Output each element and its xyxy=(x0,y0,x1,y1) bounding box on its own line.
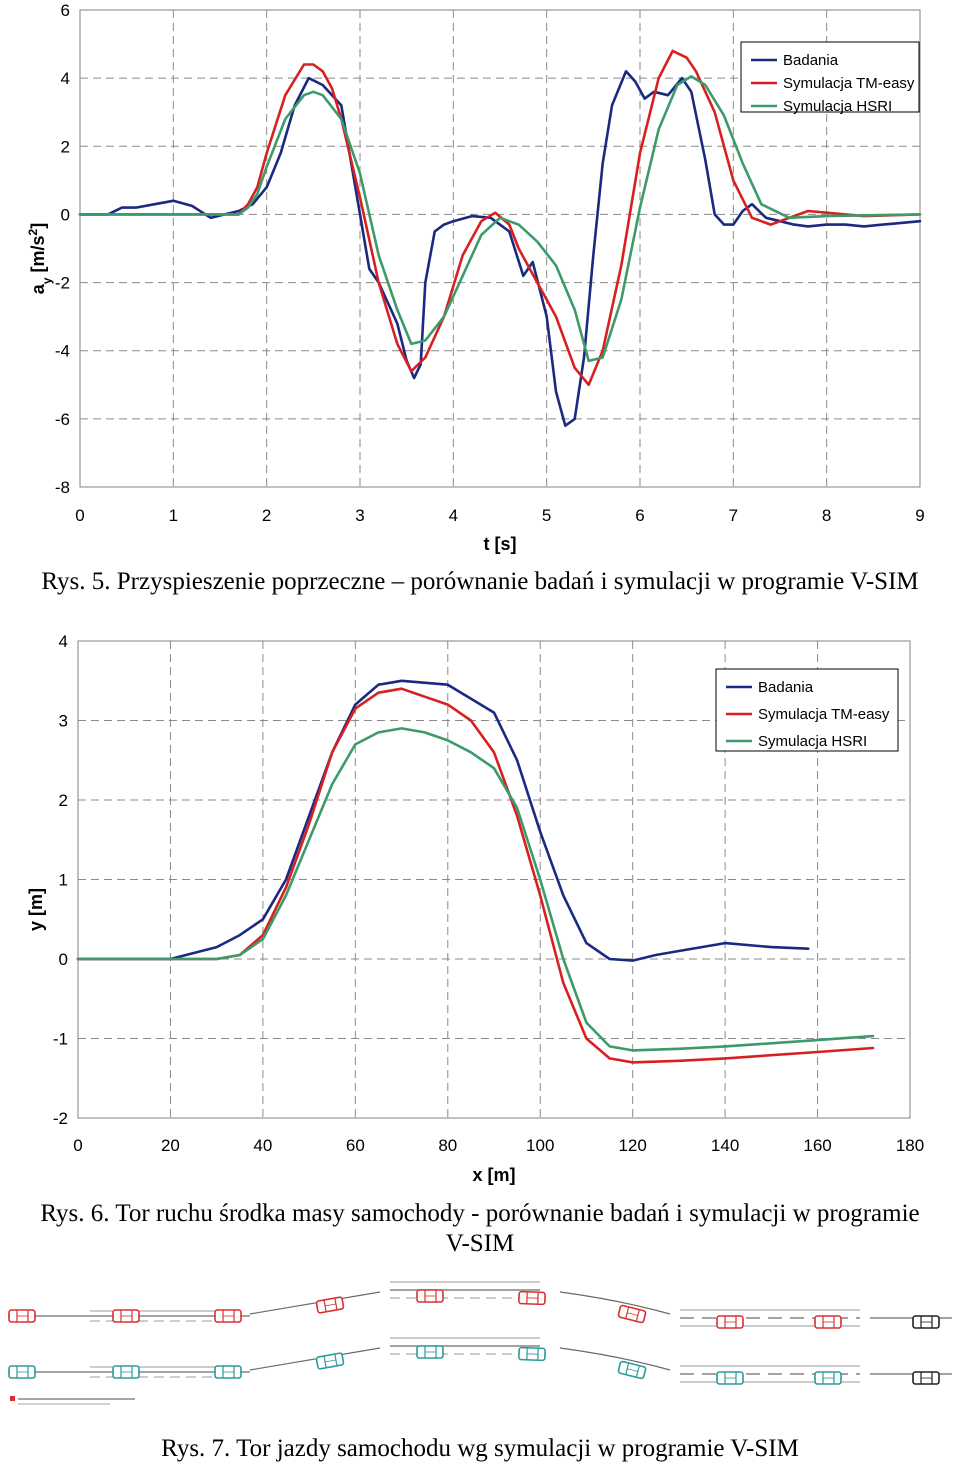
car-icon xyxy=(315,1296,345,1314)
car-window xyxy=(323,1299,327,1312)
x-axis-label: x [m] xyxy=(472,1165,515,1185)
car-icon xyxy=(716,1371,744,1385)
car-icon xyxy=(617,1304,647,1324)
x-tick-label: 120 xyxy=(618,1136,646,1155)
legend-box xyxy=(740,41,920,113)
y-tick-label: 0 xyxy=(59,950,68,969)
car-icon xyxy=(214,1309,242,1323)
car-icon xyxy=(617,1360,647,1380)
legend-label: Badania xyxy=(758,679,814,696)
car-window xyxy=(625,1362,630,1375)
acceleration-chart: 0 1 2 3 4 5 6 7 8 9 6 4 2 0 -2 -4 -6 -8 Badania Symulacja T… xyxy=(26,1,925,554)
x-tick-label: 0 xyxy=(75,506,84,525)
figure-6-caption-line1: Rys. 6. Tor ruchu środka masy samochody … xyxy=(40,1200,920,1227)
car-icon xyxy=(112,1365,140,1379)
x-tick-label: 4 xyxy=(449,506,458,525)
figure-6-caption-line2: V-SIM xyxy=(445,1230,515,1257)
y-tick-label: 0 xyxy=(61,205,70,224)
x-tick-label: 40 xyxy=(253,1136,272,1155)
y-tick-label: -6 xyxy=(55,410,70,429)
series-line xyxy=(76,679,810,962)
car-icon xyxy=(518,1346,546,1362)
y-tick-label: 2 xyxy=(61,137,70,156)
car-icon xyxy=(416,1289,444,1303)
y-tick-label: -8 xyxy=(55,478,70,497)
legend-label: Symulacja HSRI xyxy=(758,733,867,750)
car-window xyxy=(625,1306,630,1319)
car-icon xyxy=(716,1315,744,1329)
lane-curve xyxy=(249,1291,381,1315)
y-tick-label: -2 xyxy=(53,1109,68,1128)
car-window xyxy=(635,1309,640,1322)
y-tick-label: 2 xyxy=(59,791,68,810)
x-tick-label: 5 xyxy=(542,506,551,525)
y-tick-label: 4 xyxy=(61,69,70,88)
series-line xyxy=(76,687,875,1064)
x-tick-label: 60 xyxy=(346,1136,365,1155)
vehicle-path-illustration xyxy=(8,1281,952,1405)
car-window xyxy=(323,1355,327,1368)
y-tick-label: 1 xyxy=(59,871,68,890)
y-tick-label: 6 xyxy=(61,1,70,20)
car-icon xyxy=(518,1290,546,1306)
x-tick-label: 9 xyxy=(915,506,924,525)
x-tick-label: 3 xyxy=(355,506,364,525)
car-window xyxy=(635,1365,640,1378)
x-tick-label: 1 xyxy=(169,506,178,525)
x-tick-label: 20 xyxy=(161,1136,180,1155)
trajectory-chart: 0 20 40 60 80 100 120 140 160 180 4 3 2 1 0 -1 -2 Badania… xyxy=(26,632,924,1185)
car-window xyxy=(627,1368,638,1372)
lane-markings xyxy=(8,1281,952,1327)
car-icon xyxy=(814,1315,842,1329)
figure-5-caption: Rys. 5. Przyspieszenie poprzeczne – poró… xyxy=(41,568,919,595)
x-tick-label: 8 xyxy=(822,506,831,525)
x-tick-label: 7 xyxy=(729,506,738,525)
lane-markings xyxy=(8,1337,952,1383)
x-tick-label: 100 xyxy=(526,1136,554,1155)
car-icon xyxy=(214,1365,242,1379)
car-icon xyxy=(8,1365,36,1379)
car-icon xyxy=(416,1345,444,1359)
series-line xyxy=(76,727,875,1052)
legend-label: Symulacja TM-easy xyxy=(758,706,890,723)
x-tick-label: 180 xyxy=(896,1136,924,1155)
series-line xyxy=(78,75,922,363)
car-window xyxy=(325,1303,336,1307)
figure-6-caption: Rys. 6. Tor ruchu środka masy samochody … xyxy=(0,1199,960,1259)
x-axis-label: t [s] xyxy=(484,534,517,554)
lane-curve xyxy=(559,1291,671,1315)
y-tick-label: -2 xyxy=(55,274,70,293)
x-tick-label: 6 xyxy=(635,506,644,525)
x-tick-label: 0 xyxy=(73,1136,82,1155)
y-axis-label: ay [m/s2] xyxy=(26,223,54,294)
lane-curve xyxy=(559,1347,671,1371)
legend-box xyxy=(715,668,899,752)
legend-label: Badania xyxy=(783,52,839,69)
car-icon xyxy=(112,1309,140,1323)
x-tick-label: 140 xyxy=(711,1136,739,1155)
car-icon xyxy=(912,1371,940,1385)
legend-label: Symulacja TM-easy xyxy=(783,75,915,92)
y-tick-label: 3 xyxy=(59,712,68,731)
series-line xyxy=(78,49,922,387)
legend-label: Symulacja HSRI xyxy=(783,98,892,115)
car-icon xyxy=(814,1371,842,1385)
x-tick-label: 2 xyxy=(262,506,271,525)
car-icon xyxy=(315,1352,345,1370)
y-tick-label: 4 xyxy=(59,632,68,651)
y-axis-label: y [m] xyxy=(26,888,46,931)
lane-curve xyxy=(249,1347,381,1371)
figure-7-caption: Rys. 7. Tor jazdy samochodu wg symulacji… xyxy=(161,1435,799,1462)
car-window xyxy=(325,1359,336,1363)
y-tick-label: -1 xyxy=(53,1030,68,1049)
car-window xyxy=(627,1312,638,1316)
x-tick-label: 160 xyxy=(803,1136,831,1155)
logo-mark xyxy=(10,1396,15,1401)
car-icon xyxy=(912,1315,940,1329)
car-icon xyxy=(8,1309,36,1323)
y-tick-label: -4 xyxy=(55,342,70,361)
x-tick-label: 80 xyxy=(438,1136,457,1155)
